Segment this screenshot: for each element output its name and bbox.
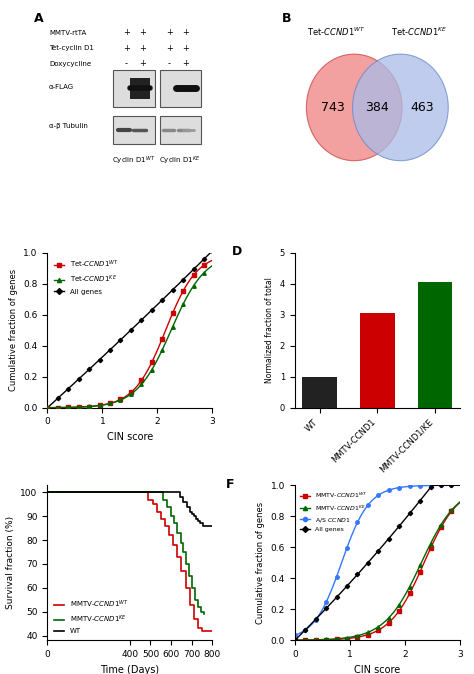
Legend: Tet-$\it{CCND1}$$^{WT}$, Tet-$\it{CCND1}$$^{KE}$, All genes: Tet-$\it{CCND1}$$^{WT}$, Tet-$\it{CCND1}… bbox=[51, 256, 121, 297]
Text: +: + bbox=[140, 59, 146, 68]
FancyBboxPatch shape bbox=[160, 70, 201, 107]
Text: Cyclin D1$^{WT}$: Cyclin D1$^{WT}$ bbox=[112, 155, 156, 167]
Legend: MMTV-$\it{CCND1}$$^{WT}$, MMTV-$\it{CCND1}$$^{KE}$, A/S $\it{CCND1}$, All genes: MMTV-$\it{CCND1}$$^{WT}$, MMTV-$\it{CCND… bbox=[298, 489, 370, 534]
FancyBboxPatch shape bbox=[130, 78, 150, 99]
Text: D: D bbox=[232, 245, 242, 258]
FancyBboxPatch shape bbox=[160, 117, 201, 144]
Legend: MMTV-$\it{CCND1}$$^{WT}$, MMTV-$\it{CCND1}$$^{KE}$, WT: MMTV-$\it{CCND1}$$^{WT}$, MMTV-$\it{CCND… bbox=[51, 596, 131, 637]
Text: +: + bbox=[182, 28, 190, 37]
Text: F: F bbox=[226, 477, 234, 491]
Text: Cyclin D1$^{KE}$: Cyclin D1$^{KE}$ bbox=[159, 155, 201, 167]
Ellipse shape bbox=[306, 54, 402, 160]
Y-axis label: Cumulative fraction of genes: Cumulative fraction of genes bbox=[256, 501, 265, 624]
Text: A: A bbox=[34, 13, 44, 26]
Text: 463: 463 bbox=[410, 101, 434, 114]
Text: Doxycycline: Doxycycline bbox=[49, 61, 91, 67]
X-axis label: CIN score: CIN score bbox=[354, 665, 401, 674]
Bar bbox=[360, 313, 395, 408]
Text: Tet-$\it{CCND1}$$^{KE}$: Tet-$\it{CCND1}$$^{KE}$ bbox=[391, 25, 447, 38]
Text: Tet-$\it{CCND1}$$^{WT}$: Tet-$\it{CCND1}$$^{WT}$ bbox=[307, 25, 365, 38]
Text: α-FLAG: α-FLAG bbox=[49, 84, 74, 90]
Text: +: + bbox=[140, 28, 146, 37]
Bar bbox=[418, 282, 452, 408]
FancyBboxPatch shape bbox=[113, 70, 155, 107]
Text: +: + bbox=[166, 44, 173, 53]
FancyBboxPatch shape bbox=[113, 117, 155, 144]
Y-axis label: Survival fraction (%): Survival fraction (%) bbox=[6, 516, 15, 609]
Text: -: - bbox=[125, 59, 128, 68]
Ellipse shape bbox=[353, 54, 448, 160]
Text: Tet-cyclin D1: Tet-cyclin D1 bbox=[49, 45, 94, 51]
Text: +: + bbox=[123, 44, 130, 53]
Y-axis label: Normalized fraction of total: Normalized fraction of total bbox=[265, 277, 274, 384]
Y-axis label: Cumulative fraction of genes: Cumulative fraction of genes bbox=[9, 269, 18, 392]
Text: +: + bbox=[140, 44, 146, 53]
Text: +: + bbox=[123, 28, 130, 37]
Text: B: B bbox=[282, 13, 291, 26]
Text: α-β Tubulin: α-β Tubulin bbox=[49, 123, 88, 129]
Text: 743: 743 bbox=[321, 101, 345, 114]
Text: +: + bbox=[182, 44, 190, 53]
Text: +: + bbox=[166, 28, 173, 37]
Text: 384: 384 bbox=[365, 101, 389, 114]
X-axis label: CIN score: CIN score bbox=[107, 432, 153, 442]
Bar bbox=[302, 377, 337, 408]
Text: MMTV-rtTA: MMTV-rtTA bbox=[49, 30, 86, 36]
Text: +: + bbox=[182, 59, 190, 68]
Text: -: - bbox=[168, 59, 171, 68]
X-axis label: Time (Days): Time (Days) bbox=[100, 665, 159, 674]
